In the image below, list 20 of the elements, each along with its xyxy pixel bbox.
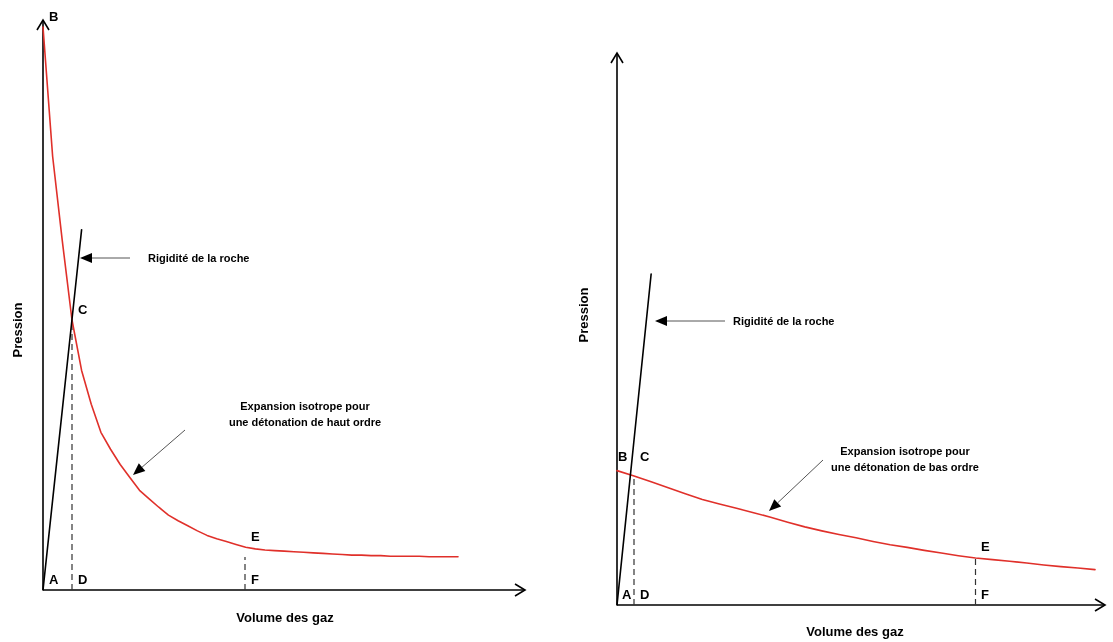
annotation: B bbox=[618, 449, 628, 464]
annotation: Rigidité de la roche bbox=[148, 252, 250, 264]
annotation: C bbox=[640, 449, 650, 464]
y-axis-title: Pression bbox=[10, 302, 25, 358]
x-axis-title: Volume des gaz bbox=[236, 610, 335, 625]
text: B bbox=[49, 9, 59, 24]
annotation: C bbox=[78, 302, 88, 317]
y-axis-title: Pression bbox=[576, 287, 591, 343]
annotation: F bbox=[251, 572, 259, 587]
annotation: A bbox=[49, 572, 59, 587]
annotation: A bbox=[622, 587, 632, 602]
annotation: Expansion isotrope pour une détonation de bas ordre bbox=[831, 445, 979, 473]
annotation: Expansion isotrope pour une détonation de haut ordre bbox=[228, 400, 382, 428]
annotation: Rigidité de la roche bbox=[733, 315, 835, 327]
annotation: E bbox=[981, 539, 990, 554]
x-axis-title: Volume des gaz bbox=[806, 624, 905, 639]
annotation: E bbox=[251, 529, 260, 544]
annotation: D bbox=[78, 572, 88, 587]
annotation: F bbox=[981, 587, 989, 602]
annotation: D bbox=[640, 587, 650, 602]
